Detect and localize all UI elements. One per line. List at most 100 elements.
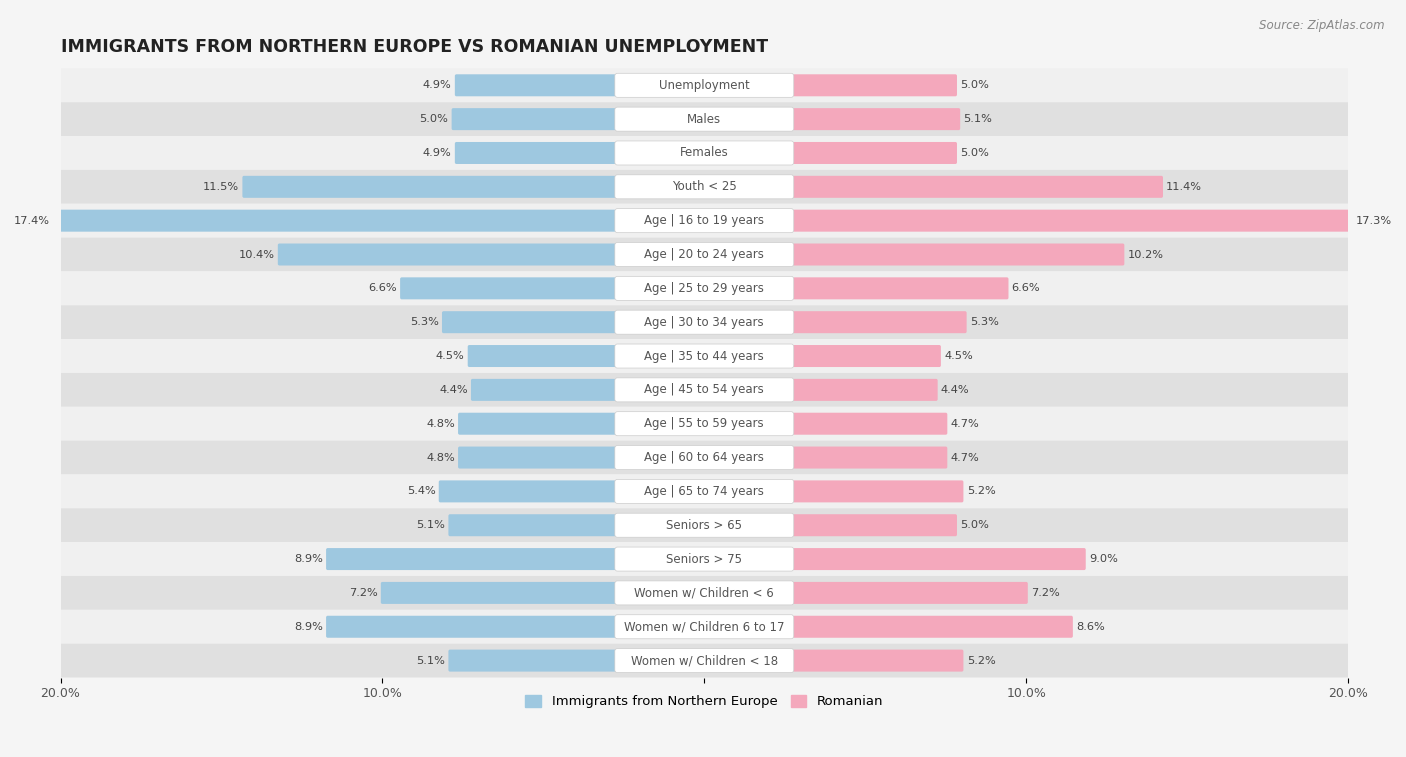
- Text: 4.9%: 4.9%: [423, 80, 451, 90]
- Text: Age | 45 to 54 years: Age | 45 to 54 years: [644, 383, 765, 397]
- Text: 5.1%: 5.1%: [416, 656, 446, 665]
- FancyBboxPatch shape: [451, 108, 616, 130]
- FancyBboxPatch shape: [614, 310, 794, 334]
- FancyBboxPatch shape: [793, 650, 963, 671]
- FancyBboxPatch shape: [60, 305, 1348, 339]
- Legend: Immigrants from Northern Europe, Romanian: Immigrants from Northern Europe, Romania…: [520, 690, 889, 714]
- FancyBboxPatch shape: [614, 412, 794, 436]
- FancyBboxPatch shape: [614, 344, 794, 368]
- Text: Women w/ Children 6 to 17: Women w/ Children 6 to 17: [624, 620, 785, 634]
- FancyBboxPatch shape: [614, 141, 794, 165]
- Text: Age | 25 to 29 years: Age | 25 to 29 years: [644, 282, 765, 294]
- Text: Source: ZipAtlas.com: Source: ZipAtlas.com: [1260, 19, 1385, 32]
- FancyBboxPatch shape: [60, 610, 1348, 643]
- Text: Age | 60 to 64 years: Age | 60 to 64 years: [644, 451, 765, 464]
- FancyBboxPatch shape: [60, 576, 1348, 610]
- FancyBboxPatch shape: [793, 413, 948, 435]
- FancyBboxPatch shape: [60, 68, 1348, 102]
- FancyBboxPatch shape: [793, 378, 938, 401]
- FancyBboxPatch shape: [793, 74, 957, 96]
- Text: 6.6%: 6.6%: [368, 283, 396, 294]
- Text: Unemployment: Unemployment: [659, 79, 749, 92]
- Text: 4.8%: 4.8%: [426, 453, 454, 463]
- FancyBboxPatch shape: [793, 582, 1028, 604]
- FancyBboxPatch shape: [60, 542, 1348, 576]
- FancyBboxPatch shape: [60, 407, 1348, 441]
- Text: 4.9%: 4.9%: [423, 148, 451, 158]
- Text: 8.9%: 8.9%: [294, 554, 323, 564]
- Text: 5.3%: 5.3%: [970, 317, 998, 327]
- Text: Age | 30 to 34 years: Age | 30 to 34 years: [644, 316, 763, 329]
- FancyBboxPatch shape: [60, 373, 1348, 407]
- FancyBboxPatch shape: [793, 481, 963, 503]
- Text: 6.6%: 6.6%: [1012, 283, 1040, 294]
- Text: Youth < 25: Youth < 25: [672, 180, 737, 193]
- FancyBboxPatch shape: [278, 244, 616, 266]
- FancyBboxPatch shape: [614, 73, 794, 98]
- Text: 5.0%: 5.0%: [960, 520, 988, 530]
- FancyBboxPatch shape: [454, 74, 616, 96]
- FancyBboxPatch shape: [439, 481, 616, 503]
- FancyBboxPatch shape: [614, 175, 794, 199]
- FancyBboxPatch shape: [381, 582, 616, 604]
- Text: 4.4%: 4.4%: [941, 385, 970, 395]
- Text: Males: Males: [688, 113, 721, 126]
- Text: Age | 55 to 59 years: Age | 55 to 59 years: [644, 417, 763, 430]
- FancyBboxPatch shape: [458, 447, 616, 469]
- FancyBboxPatch shape: [793, 447, 948, 469]
- FancyBboxPatch shape: [793, 615, 1073, 637]
- Text: Seniors > 65: Seniors > 65: [666, 519, 742, 531]
- Text: 4.5%: 4.5%: [943, 351, 973, 361]
- FancyBboxPatch shape: [60, 643, 1348, 678]
- Text: 10.4%: 10.4%: [239, 250, 274, 260]
- FancyBboxPatch shape: [793, 210, 1353, 232]
- Text: 5.1%: 5.1%: [416, 520, 446, 530]
- Text: Women w/ Children < 18: Women w/ Children < 18: [631, 654, 778, 667]
- FancyBboxPatch shape: [326, 548, 616, 570]
- FancyBboxPatch shape: [401, 277, 616, 299]
- Text: 5.2%: 5.2%: [967, 487, 995, 497]
- FancyBboxPatch shape: [614, 107, 794, 131]
- Text: 4.8%: 4.8%: [426, 419, 454, 428]
- FancyBboxPatch shape: [793, 277, 1008, 299]
- Text: 9.0%: 9.0%: [1090, 554, 1118, 564]
- Text: Females: Females: [681, 146, 728, 160]
- FancyBboxPatch shape: [454, 142, 616, 164]
- FancyBboxPatch shape: [60, 102, 1348, 136]
- FancyBboxPatch shape: [449, 650, 616, 671]
- FancyBboxPatch shape: [60, 204, 1348, 238]
- FancyBboxPatch shape: [614, 615, 794, 639]
- FancyBboxPatch shape: [60, 441, 1348, 475]
- Text: 10.2%: 10.2%: [1128, 250, 1164, 260]
- Text: Age | 20 to 24 years: Age | 20 to 24 years: [644, 248, 765, 261]
- Text: 4.4%: 4.4%: [439, 385, 468, 395]
- Text: Seniors > 75: Seniors > 75: [666, 553, 742, 565]
- Text: 17.3%: 17.3%: [1357, 216, 1392, 226]
- Text: Women w/ Children < 6: Women w/ Children < 6: [634, 587, 775, 600]
- Text: 5.3%: 5.3%: [411, 317, 439, 327]
- FancyBboxPatch shape: [60, 339, 1348, 373]
- Text: 7.2%: 7.2%: [349, 588, 378, 598]
- Text: 5.0%: 5.0%: [960, 148, 988, 158]
- FancyBboxPatch shape: [793, 142, 957, 164]
- FancyBboxPatch shape: [614, 242, 794, 266]
- FancyBboxPatch shape: [60, 136, 1348, 170]
- FancyBboxPatch shape: [614, 446, 794, 469]
- Text: 5.2%: 5.2%: [967, 656, 995, 665]
- FancyBboxPatch shape: [60, 170, 1348, 204]
- FancyBboxPatch shape: [326, 615, 616, 637]
- FancyBboxPatch shape: [60, 475, 1348, 508]
- FancyBboxPatch shape: [449, 514, 616, 536]
- FancyBboxPatch shape: [471, 378, 616, 401]
- FancyBboxPatch shape: [60, 272, 1348, 305]
- FancyBboxPatch shape: [468, 345, 616, 367]
- Text: 8.6%: 8.6%: [1076, 621, 1105, 632]
- Text: 5.4%: 5.4%: [406, 487, 436, 497]
- FancyBboxPatch shape: [793, 108, 960, 130]
- Text: 7.2%: 7.2%: [1031, 588, 1060, 598]
- FancyBboxPatch shape: [60, 238, 1348, 272]
- Text: 4.7%: 4.7%: [950, 419, 980, 428]
- Text: IMMIGRANTS FROM NORTHERN EUROPE VS ROMANIAN UNEMPLOYMENT: IMMIGRANTS FROM NORTHERN EUROPE VS ROMAN…: [60, 38, 768, 56]
- Text: 11.4%: 11.4%: [1166, 182, 1202, 192]
- FancyBboxPatch shape: [793, 514, 957, 536]
